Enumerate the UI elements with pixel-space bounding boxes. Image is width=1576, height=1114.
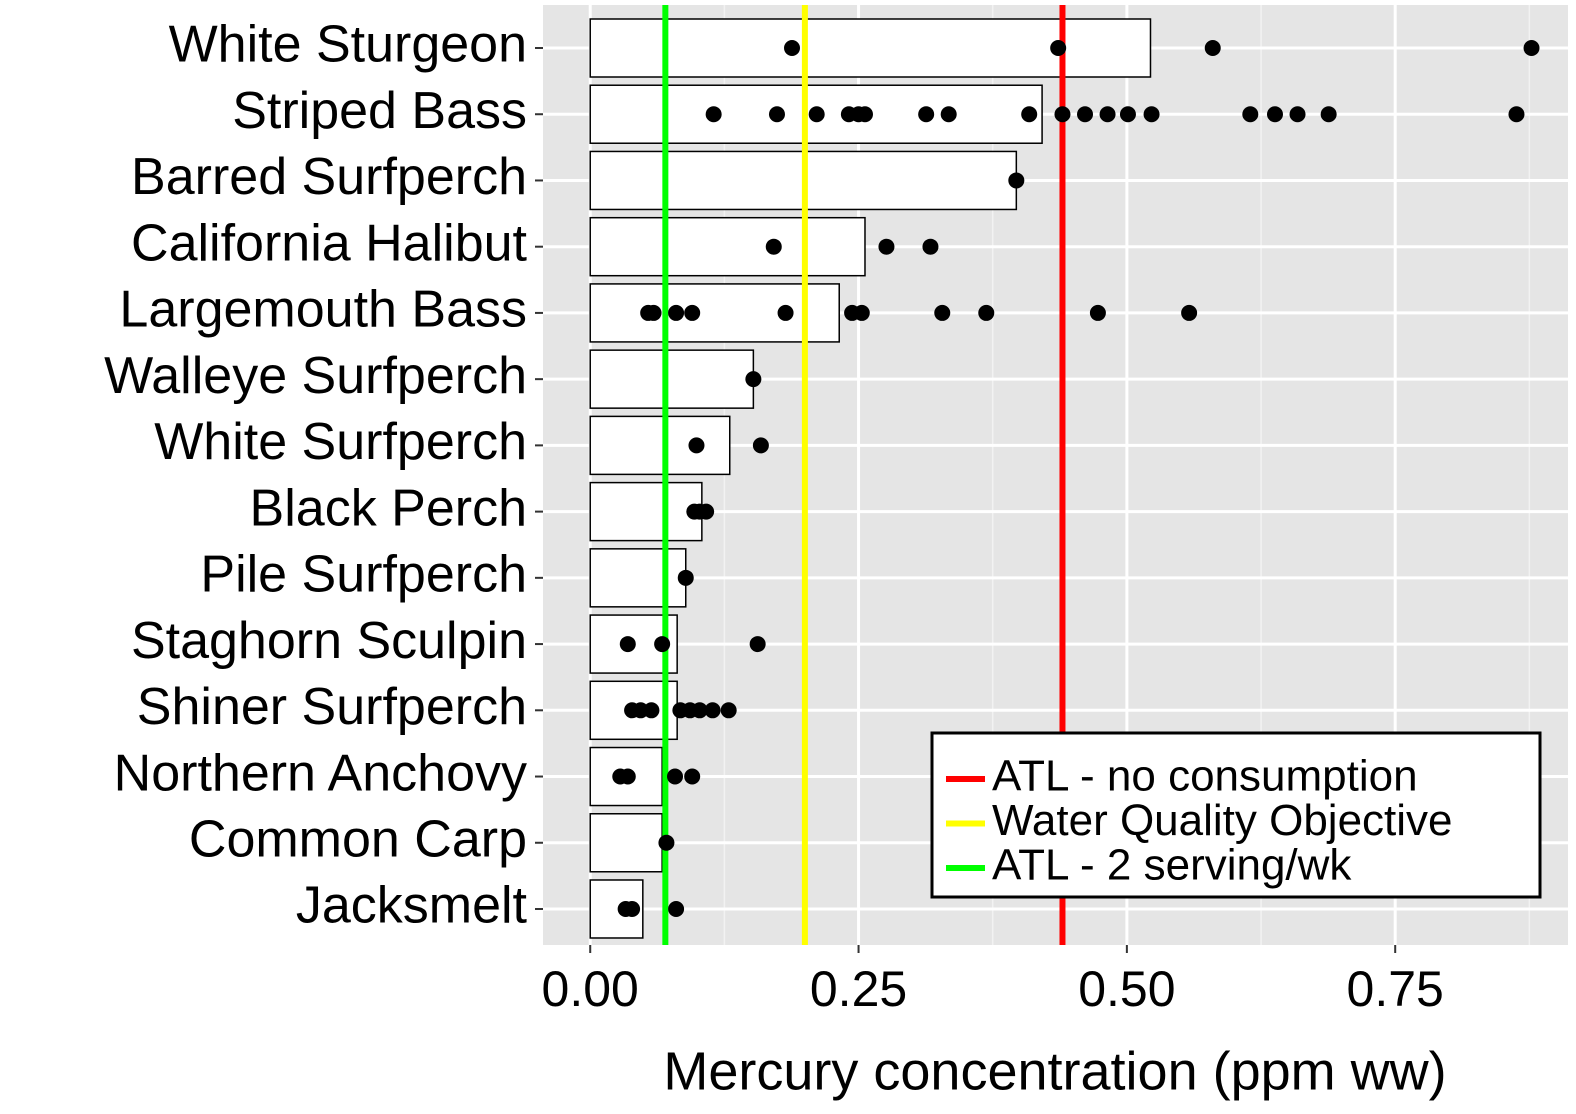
y-tick-label: Staghorn Sculpin (131, 612, 527, 670)
data-point (853, 304, 870, 321)
x-tick-label: 0.00 (542, 961, 639, 1017)
data-point (677, 569, 694, 586)
data-point (667, 768, 684, 785)
bar (589, 18, 1152, 78)
legend-label: Water Quality Objective (992, 796, 1453, 845)
data-point (918, 106, 935, 123)
data-point (752, 437, 769, 454)
data-point (668, 900, 685, 917)
data-point (698, 503, 715, 520)
data-point (856, 106, 873, 123)
bar (589, 283, 840, 343)
data-point (1143, 106, 1160, 123)
y-tick-label: Shiner Surfperch (137, 678, 527, 736)
data-point (1266, 106, 1283, 123)
data-point (1320, 106, 1337, 123)
data-point (784, 40, 801, 56)
data-point (1089, 304, 1106, 321)
data-point (940, 106, 957, 123)
data-point (1021, 106, 1038, 123)
bar (589, 813, 663, 873)
data-point (704, 702, 721, 719)
data-point (922, 238, 939, 255)
data-point (1050, 40, 1067, 56)
bar (589, 415, 731, 476)
data-point (705, 106, 722, 123)
y-tick-label: White Sturgeon (169, 16, 527, 74)
data-point (765, 238, 782, 255)
y-tick-label: Walleye Surfperch (104, 347, 527, 405)
data-point (668, 304, 685, 321)
data-point (684, 768, 701, 785)
legend-label: ATL - 2 serving/wk (992, 841, 1352, 890)
data-point (688, 437, 705, 454)
data-point (1054, 106, 1071, 123)
data-point (1181, 304, 1198, 321)
data-point (619, 636, 636, 653)
y-tick-label: Striped Bass (232, 82, 527, 140)
y-tick-label: California Halibut (131, 214, 528, 272)
data-point (1008, 172, 1025, 189)
x-tick-label: 0.75 (1347, 961, 1444, 1017)
data-point (619, 768, 636, 785)
data-point (720, 702, 737, 719)
data-point (1119, 106, 1136, 123)
data-point (768, 106, 785, 123)
bar (589, 548, 687, 608)
y-tick-label: Jacksmelt (296, 877, 528, 935)
data-point (749, 636, 766, 653)
bar (589, 216, 866, 277)
y-tick-label: Barred Surfperch (131, 148, 527, 206)
data-point (1099, 106, 1116, 123)
data-point (1523, 40, 1540, 56)
legend-box (930, 731, 1542, 899)
y-tick-label: Black Perch (250, 479, 527, 537)
x-tick-label: 0.50 (1078, 961, 1175, 1017)
data-point (1289, 106, 1306, 123)
y-tick-label: Common Carp (189, 810, 527, 868)
x-axis-label: Mercury concentration (ppm ww) (663, 1041, 1446, 1101)
data-point (978, 304, 995, 321)
y-tick-label: Largemouth Bass (119, 281, 527, 339)
data-point (878, 238, 895, 255)
data-point (745, 371, 762, 388)
data-point (1508, 106, 1525, 123)
data-point (808, 106, 825, 123)
data-point (684, 304, 701, 321)
data-point (1242, 106, 1259, 123)
data-point (1077, 106, 1094, 123)
data-point (643, 702, 660, 719)
legend-label: ATL - no consumption (992, 752, 1418, 801)
data-point (654, 636, 671, 653)
data-point (624, 900, 641, 917)
data-point (658, 834, 675, 851)
data-point (934, 304, 951, 321)
bar (589, 349, 755, 409)
y-tick-label: Pile Surfperch (200, 546, 527, 604)
data-point (1204, 40, 1221, 56)
y-tick-label: White Surfperch (154, 413, 527, 471)
x-tick-label: 0.25 (810, 961, 907, 1017)
data-point (777, 304, 794, 321)
data-point (691, 702, 708, 719)
bar (589, 481, 703, 542)
y-tick-label: Northern Anchovy (114, 744, 527, 802)
data-point (645, 304, 662, 321)
